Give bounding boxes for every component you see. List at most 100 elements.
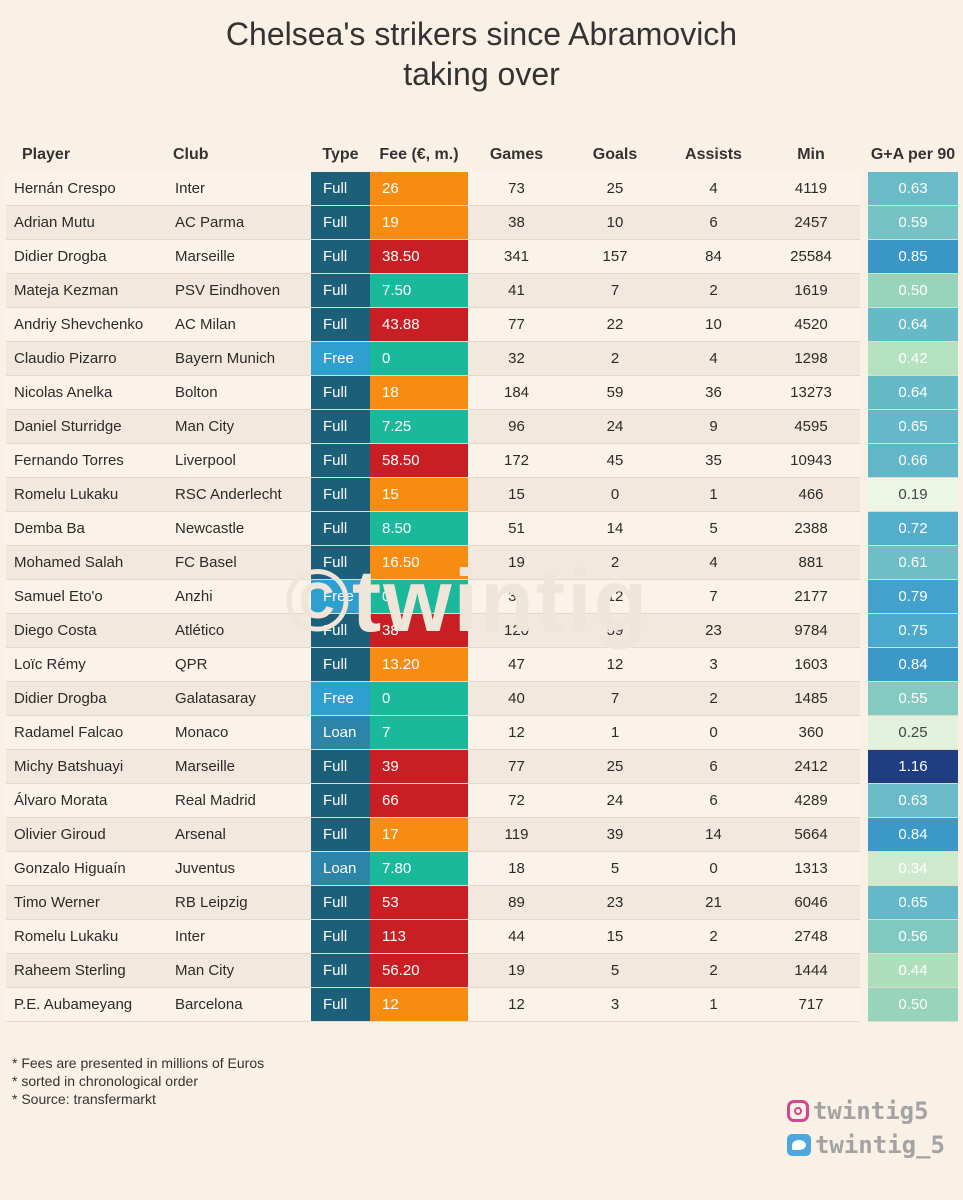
type-cell: Full bbox=[311, 647, 370, 682]
type-cell: Full bbox=[311, 919, 370, 954]
player-cell: Didier Drogba bbox=[6, 681, 173, 716]
ga-per-90-cell: 0.79 bbox=[868, 579, 958, 614]
instagram-handle[interactable]: twintig5 bbox=[786, 1094, 945, 1128]
fee-cell: 7.50 bbox=[370, 273, 468, 308]
min-cell: 2412 bbox=[762, 749, 860, 784]
assists-cell: 14 bbox=[665, 817, 762, 852]
goals-cell: 7 bbox=[565, 273, 665, 308]
min-cell: 881 bbox=[762, 545, 860, 580]
type-cell: Full bbox=[311, 783, 370, 818]
goals-cell: 2 bbox=[565, 341, 665, 376]
min-cell: 10943 bbox=[762, 443, 860, 478]
type-cell: Full bbox=[311, 375, 370, 410]
gap-cell bbox=[860, 512, 868, 546]
club-cell: Juventus bbox=[173, 851, 311, 886]
goals-cell: 0 bbox=[565, 477, 665, 512]
fee-cell: 7.25 bbox=[370, 409, 468, 444]
assists-cell: 6 bbox=[665, 749, 762, 784]
player-cell: Demba Ba bbox=[6, 511, 173, 546]
player-cell: Gonzalo Higuaín bbox=[6, 851, 173, 886]
club-cell: Bolton bbox=[173, 375, 311, 410]
gap-cell bbox=[860, 648, 868, 682]
club-cell: Man City bbox=[173, 409, 311, 444]
ga-per-90-cell: 0.85 bbox=[868, 239, 958, 274]
player-cell: Olivier Giroud bbox=[6, 817, 173, 852]
assists-cell: 2 bbox=[665, 953, 762, 988]
table-row: Claudio Pizarro Bayern Munich Free 0 32 2 4 129… bbox=[6, 341, 958, 376]
min-cell: 25584 bbox=[762, 239, 860, 274]
table-row: Olivier Giroud Arsenal Full 17 119 39 14 5664 0.… bbox=[6, 817, 958, 852]
club-cell: Atlético bbox=[173, 613, 311, 648]
type-cell: Full bbox=[311, 953, 370, 988]
assists-cell: 35 bbox=[665, 443, 762, 478]
goals-cell: 157 bbox=[565, 239, 665, 274]
games-cell: 41 bbox=[468, 273, 565, 308]
header-goals: Goals bbox=[592, 146, 638, 163]
table-header-row: Player Club Type Fee (€, m.) Games Goals… bbox=[6, 138, 958, 172]
fee-cell: 38 bbox=[370, 613, 468, 648]
club-cell: FC Basel bbox=[173, 545, 311, 580]
club-cell: PSV Eindhoven bbox=[173, 273, 311, 308]
games-cell: 51 bbox=[468, 511, 565, 546]
table-row: Loïc Rémy QPR Full 13.20 47 12 3 1603 0.84 bbox=[6, 647, 958, 682]
player-cell: Didier Drogba bbox=[6, 239, 173, 274]
goals-cell: 3 bbox=[565, 987, 665, 1022]
games-cell: 119 bbox=[468, 817, 565, 852]
club-cell: Real Madrid bbox=[173, 783, 311, 818]
player-cell: Samuel Eto'o bbox=[6, 579, 173, 614]
ga-per-90-cell: 0.55 bbox=[868, 681, 958, 716]
fee-cell: 12 bbox=[370, 987, 468, 1022]
gap-cell bbox=[860, 920, 868, 954]
footnote: * Fees are presented in millions of Euro… bbox=[12, 1055, 265, 1071]
gap-cell bbox=[860, 954, 868, 988]
club-cell: Monaco bbox=[173, 715, 311, 750]
assists-cell: 2 bbox=[665, 919, 762, 954]
goals-cell: 7 bbox=[565, 681, 665, 716]
min-cell: 1313 bbox=[762, 851, 860, 886]
table-row: Timo Werner RB Leipzig Full 53 89 23 21 6046 0.6… bbox=[6, 885, 958, 920]
header-fee: Fee (€, m.) bbox=[379, 146, 459, 163]
fee-cell: 18 bbox=[370, 375, 468, 410]
club-cell: RB Leipzig bbox=[173, 885, 311, 920]
games-cell: 12 bbox=[468, 987, 565, 1022]
gap-cell bbox=[860, 172, 868, 206]
ga-per-90-cell: 0.63 bbox=[868, 783, 958, 818]
type-cell: Full bbox=[311, 239, 370, 274]
gap-cell bbox=[860, 988, 868, 1022]
header-assists: Assists bbox=[685, 146, 742, 163]
goals-cell: 25 bbox=[565, 749, 665, 784]
chart-title-line-1: Chelsea's strikers since Abramovich bbox=[225, 16, 738, 52]
instagram-icon bbox=[786, 1100, 809, 1122]
player-cell: Michy Batshuayi bbox=[6, 749, 173, 784]
table-row: Diego Costa Atlético Full 38 120 59 23 9784 0.75 bbox=[6, 613, 958, 648]
player-cell: Hernán Crespo bbox=[6, 172, 173, 206]
assists-cell: 5 bbox=[665, 511, 762, 546]
assists-cell: 84 bbox=[665, 239, 762, 274]
player-cell: Raheem Sterling bbox=[6, 953, 173, 988]
games-cell: 172 bbox=[468, 443, 565, 478]
gap-cell bbox=[860, 682, 868, 716]
type-cell: Free bbox=[311, 341, 370, 376]
player-cell: Loïc Rémy bbox=[6, 647, 173, 682]
ga-per-90-cell: 0.25 bbox=[868, 715, 958, 750]
type-cell: Full bbox=[311, 443, 370, 478]
type-cell: Full bbox=[311, 477, 370, 512]
table-row: Demba Ba Newcastle Full 8.50 51 14 5 2388 0.72 bbox=[6, 511, 958, 546]
goals-cell: 5 bbox=[565, 851, 665, 886]
instagram-handle-text: twintig5 bbox=[812, 1097, 929, 1125]
header-club: Club bbox=[173, 146, 209, 163]
type-cell: Full bbox=[311, 409, 370, 444]
assists-cell: 1 bbox=[665, 987, 762, 1022]
fee-cell: 0 bbox=[370, 579, 468, 614]
goals-cell: 12 bbox=[565, 647, 665, 682]
club-cell: Inter bbox=[173, 172, 311, 206]
player-cell: Fernando Torres bbox=[6, 443, 173, 478]
player-cell: Timo Werner bbox=[6, 885, 173, 920]
twitter-handle[interactable]: twintig_5 bbox=[786, 1128, 945, 1162]
games-cell: 15 bbox=[468, 477, 565, 512]
player-cell: Mateja Kezman bbox=[6, 273, 173, 308]
games-cell: 19 bbox=[468, 953, 565, 988]
club-cell: Arsenal bbox=[173, 817, 311, 852]
min-cell: 1619 bbox=[762, 273, 860, 308]
assists-cell: 0 bbox=[665, 851, 762, 886]
